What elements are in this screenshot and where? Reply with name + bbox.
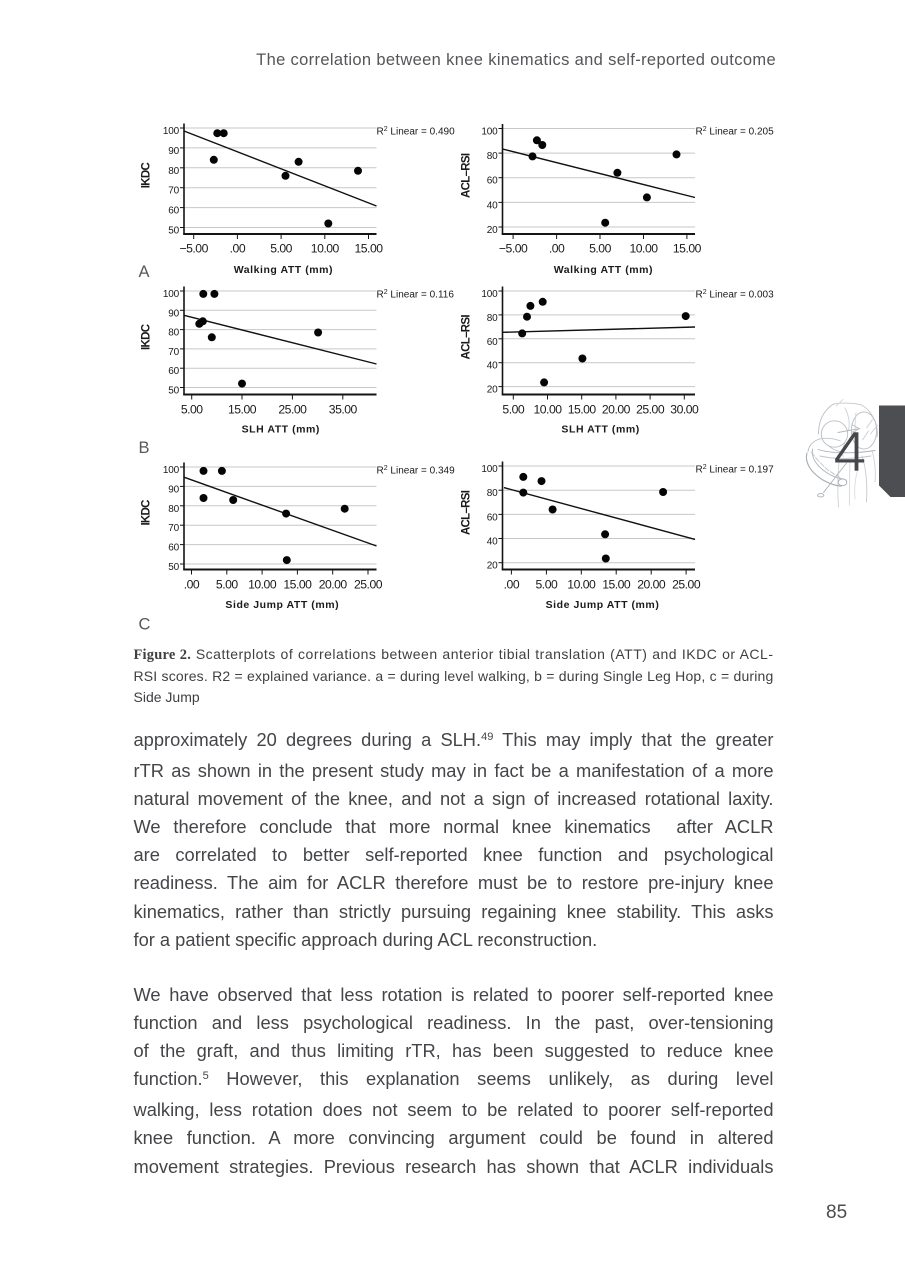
svg-text:100: 100 <box>163 465 180 476</box>
svg-text:R2 Linear = 0.197: R2 Linear = 0.197 <box>696 464 775 476</box>
svg-text:15.00: 15.00 <box>673 242 702 256</box>
svg-text:15.00: 15.00 <box>283 578 312 592</box>
svg-text:10.00: 10.00 <box>534 403 563 417</box>
svg-text:80: 80 <box>168 504 179 515</box>
svg-text:70: 70 <box>168 523 179 534</box>
svg-text:100: 100 <box>163 126 180 137</box>
svg-text:25.00: 25.00 <box>636 403 665 417</box>
svg-text:Side Jump ATT (mm): Side Jump ATT (mm) <box>546 599 660 611</box>
svg-text:30.00: 30.00 <box>670 403 699 417</box>
svg-text:40: 40 <box>487 537 498 548</box>
svg-text:−5.00: −5.00 <box>499 242 528 256</box>
svg-text:25.00: 25.00 <box>278 403 307 417</box>
svg-text:10.00: 10.00 <box>630 242 659 256</box>
svg-text:5.00: 5.00 <box>536 578 558 592</box>
svg-text:Walking ATT (mm): Walking ATT (mm) <box>234 264 333 276</box>
svg-text:80: 80 <box>168 166 179 177</box>
svg-text:10.00: 10.00 <box>311 242 340 256</box>
svg-text:60: 60 <box>168 366 179 377</box>
svg-text:60: 60 <box>487 512 498 523</box>
svg-text:20.00: 20.00 <box>602 403 631 417</box>
svg-text:R2 Linear = 0.349: R2 Linear = 0.349 <box>377 465 456 477</box>
svg-text:70: 70 <box>168 186 179 197</box>
svg-text:Walking ATT (mm): Walking ATT (mm) <box>554 264 653 276</box>
svg-text:SLH ATT (mm): SLH ATT (mm) <box>561 424 639 436</box>
svg-text:20: 20 <box>487 225 498 236</box>
svg-text:10.00: 10.00 <box>567 578 596 592</box>
svg-text:90: 90 <box>168 308 179 319</box>
svg-text:60: 60 <box>168 543 179 554</box>
svg-text:−5.00: −5.00 <box>180 242 209 256</box>
svg-text:.00: .00 <box>184 578 200 592</box>
svg-text:60: 60 <box>487 176 498 187</box>
svg-text:ACL–RSI: ACL–RSI <box>460 490 472 535</box>
svg-text:25.00: 25.00 <box>354 578 383 592</box>
svg-text:15.00: 15.00 <box>355 242 384 256</box>
svg-text:20: 20 <box>487 561 498 572</box>
svg-text:25.00: 25.00 <box>672 578 701 592</box>
svg-text:R2 Linear = 0.205: R2 Linear = 0.205 <box>696 126 775 138</box>
svg-text:80: 80 <box>487 313 498 324</box>
svg-text:IKDC: IKDC <box>140 500 152 526</box>
svg-text:5.00: 5.00 <box>589 242 611 256</box>
svg-text:IKDC: IKDC <box>140 324 152 350</box>
svg-text:5.00: 5.00 <box>216 578 238 592</box>
svg-text:50: 50 <box>168 562 179 573</box>
svg-text:C: C <box>139 615 151 633</box>
svg-text:R2 Linear = 0.003: R2 Linear = 0.003 <box>696 289 775 301</box>
svg-text:100: 100 <box>481 289 498 300</box>
svg-text:15.00: 15.00 <box>568 403 597 417</box>
svg-text:20: 20 <box>487 385 498 396</box>
svg-text:Side Jump ATT (mm): Side Jump ATT (mm) <box>225 599 339 611</box>
svg-text:40: 40 <box>487 361 498 372</box>
svg-text:15.00: 15.00 <box>602 578 631 592</box>
svg-text:A: A <box>139 263 150 281</box>
svg-text:90: 90 <box>168 146 179 157</box>
svg-text:100: 100 <box>481 127 498 138</box>
svg-text:5.00: 5.00 <box>270 242 292 256</box>
svg-text:80: 80 <box>487 151 498 162</box>
svg-text:35.00: 35.00 <box>329 403 358 417</box>
svg-text:80: 80 <box>168 328 179 339</box>
svg-text:ACL–RSI: ACL–RSI <box>460 153 472 198</box>
svg-text:5.00: 5.00 <box>502 403 524 417</box>
svg-text:ACL–RSI: ACL–RSI <box>460 315 472 360</box>
svg-text:20.00: 20.00 <box>637 578 666 592</box>
svg-text:.00: .00 <box>549 242 565 256</box>
svg-text:5.00: 5.00 <box>181 403 203 417</box>
svg-text:100: 100 <box>163 289 180 300</box>
svg-text:SLH ATT (mm): SLH ATT (mm) <box>242 424 320 436</box>
svg-text:40: 40 <box>487 200 498 211</box>
svg-text:50: 50 <box>168 226 179 237</box>
svg-text:R2 Linear = 0.490: R2 Linear = 0.490 <box>377 126 456 138</box>
svg-text:R2 Linear = 0.116: R2 Linear = 0.116 <box>377 289 455 301</box>
svg-text:20.00: 20.00 <box>319 578 348 592</box>
svg-text:70: 70 <box>168 347 179 358</box>
svg-text:100: 100 <box>481 464 498 475</box>
svg-text:IKDC: IKDC <box>140 163 152 189</box>
svg-text:10.00: 10.00 <box>248 578 277 592</box>
svg-text:.00: .00 <box>504 578 520 592</box>
svg-text:B: B <box>139 439 150 457</box>
svg-text:80: 80 <box>487 488 498 499</box>
svg-text:60: 60 <box>168 206 179 217</box>
svg-text:90: 90 <box>168 484 179 495</box>
svg-text:60: 60 <box>487 337 498 348</box>
svg-text:50: 50 <box>168 386 179 397</box>
svg-text:15.00: 15.00 <box>228 403 257 417</box>
svg-text:.00: .00 <box>230 242 246 256</box>
